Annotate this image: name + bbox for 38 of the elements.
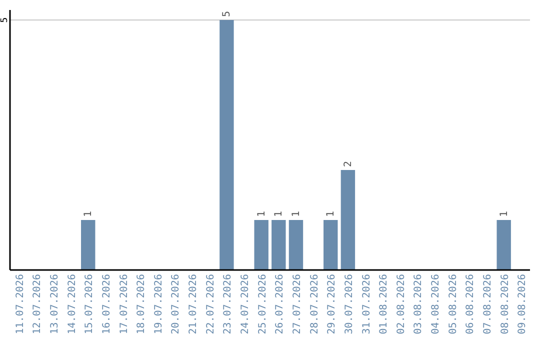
- x-tick-label: 17.07.2026: [118, 274, 130, 334]
- data-label: 1: [290, 210, 302, 217]
- x-tick-label: 15.07.2026: [84, 274, 96, 334]
- x-tick-label: 11.07.2026: [14, 274, 26, 334]
- x-tick-label: 03.08.2026: [413, 274, 424, 334]
- x-tick-label: 16.07.2026: [101, 274, 112, 334]
- x-tick-label: 20.07.2026: [170, 274, 182, 334]
- data-label: 1: [83, 210, 94, 217]
- x-tick-label: 09.08.2026: [517, 274, 528, 334]
- x-tick-label: 14.07.2026: [66, 274, 78, 334]
- x-tick-label: 22.07.2026: [205, 274, 216, 334]
- x-tick-label: 02.08.2026: [396, 274, 407, 334]
- x-tick-label: 27.07.2026: [292, 274, 303, 334]
- x-tick-label: 26.07.2026: [274, 274, 286, 334]
- data-label: 1: [498, 210, 510, 217]
- x-tick-label: 23.07.2026: [222, 274, 234, 334]
- x-tick-label: 05.08.2026: [448, 274, 459, 334]
- x-tick-label: 21.07.2026: [188, 274, 200, 334]
- data-label: 5: [222, 10, 233, 17]
- x-tick-label: 30.07.2026: [344, 274, 355, 334]
- x-tick-label: 19.07.2026: [153, 274, 164, 334]
- data-label: 1: [326, 210, 337, 217]
- x-tick-label: 04.08.2026: [430, 274, 442, 334]
- x-tick-label: 07.08.2026: [482, 274, 494, 334]
- x-tick-label: 12.07.2026: [32, 274, 44, 334]
- x-tick-label: 06.08.2026: [465, 274, 476, 334]
- x-tick-label: 24.07.2026: [240, 274, 252, 334]
- data-label: 1: [256, 210, 268, 217]
- data-label: 2: [342, 160, 354, 167]
- x-tick-label: 28.07.2026: [309, 274, 320, 334]
- data-label: 1: [274, 210, 285, 217]
- x-tick-label: 25.07.2026: [257, 274, 268, 334]
- x-tick-label: 18.07.2026: [136, 274, 148, 334]
- x-tick-label: 31.07.2026: [361, 274, 372, 334]
- x-tick-label: 01.08.2026: [378, 274, 390, 334]
- x-tick-label: 13.07.2026: [49, 274, 60, 334]
- x-tick-label: 29.07.2026: [326, 274, 338, 334]
- x-tick-label: 08.08.2026: [500, 274, 511, 334]
